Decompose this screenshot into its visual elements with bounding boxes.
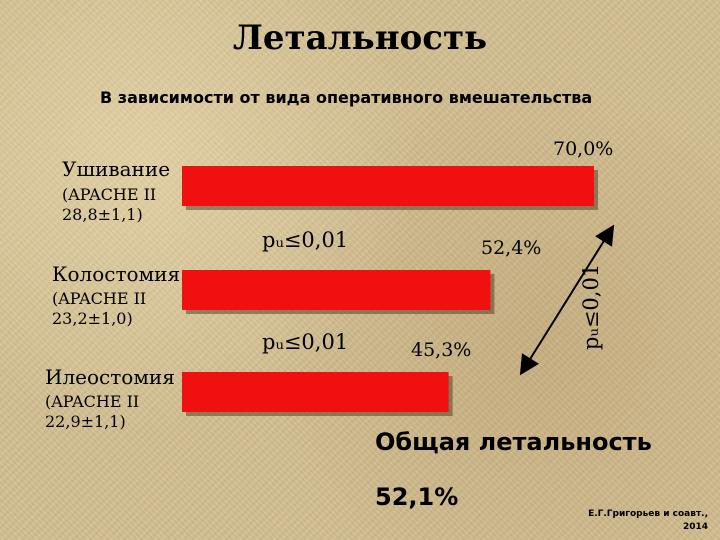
category-label-ileostomiya: Илеостомия (45, 365, 175, 389)
overall-mortality-value: 52,1% (375, 483, 459, 511)
value-label-kolostomiya: 52,4% (481, 237, 542, 259)
pvalue-label-2-3: pᵤ≤0,01 (262, 330, 349, 354)
page-subtitle: В зависимости от вида оперативного вмеша… (100, 88, 593, 107)
category-detail-kolostomiya: (APACHE II 23,2±1,0) (52, 289, 147, 328)
category-label-ushivanie: Ушивание (62, 157, 171, 181)
pvalue-label-1-2: pᵤ≤0,01 (262, 228, 349, 252)
bar-ushivanie (182, 166, 594, 206)
overall-mortality-label: Общая летальность (375, 428, 652, 456)
author-credit-line1: Е.Г.Григорьев и соавт., (588, 509, 708, 519)
value-label-ileostomiya: 45,3% (411, 339, 472, 361)
significance-arrow (519, 224, 615, 376)
category-label-kolostomiya: Колостомия (52, 262, 181, 286)
category-detail-ushivanie: (APACHE II 28,8±1,1) (62, 185, 157, 224)
pvalue-label-1-3: pᵤ≤0,01 (579, 264, 603, 350)
value-label-ushivanie: 70,0% (553, 138, 614, 160)
category-detail-ileostomiya: (APACHE II 22,9±1,1) (45, 392, 140, 431)
bar-ileostomiya (182, 372, 449, 412)
author-credit: Е.Г.Григорьев и соавт., 2014 (548, 508, 708, 534)
author-credit-line2: 2014 (682, 522, 708, 532)
page-title: Летальность (232, 18, 488, 58)
bar-kolostomiya (182, 270, 491, 310)
